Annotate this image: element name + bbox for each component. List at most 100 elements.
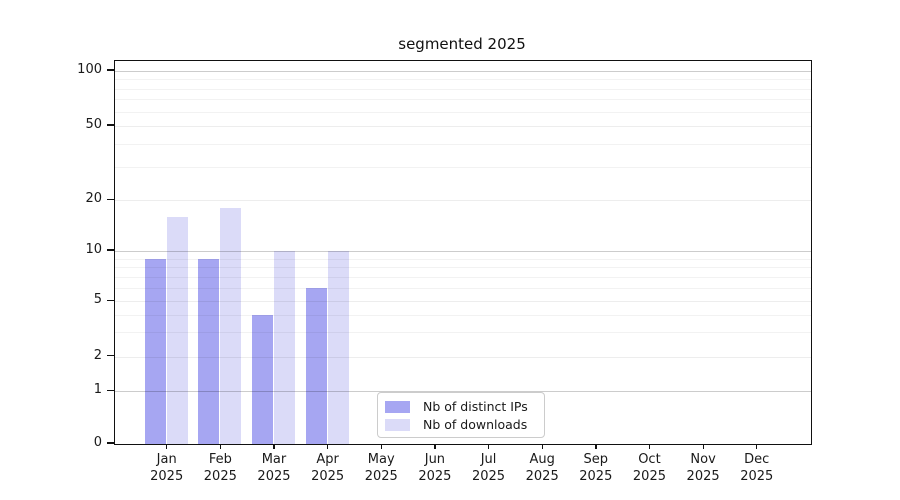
x-tick-month: Jul (480, 452, 497, 467)
x-tick-month: Apr (316, 452, 339, 467)
x-tick-year: 2025 (257, 469, 291, 484)
x-tick-label: Jan 2025 (135, 451, 199, 485)
bar-distinct-ips (144, 258, 166, 444)
x-tick-month: Nov (690, 452, 716, 467)
x-tick-mark (541, 444, 543, 449)
x-tick-month: Aug (529, 452, 555, 467)
y-gridline-minor (115, 332, 811, 334)
y-gridline (115, 200, 811, 202)
legend-swatch-distinct-ips (385, 400, 410, 413)
x-tick-mark (327, 444, 329, 449)
bar-downloads (220, 207, 242, 444)
y-gridline-minor (115, 314, 811, 316)
x-tick-mark (756, 444, 758, 449)
x-tick-label: Jun 2025 (403, 451, 467, 485)
y-tick-mark (107, 69, 114, 71)
y-tick-label: 100 (77, 61, 102, 77)
x-tick-label: Oct 2025 (617, 451, 681, 485)
y-gridline-minor (115, 88, 811, 90)
y-tick-label: 10 (85, 241, 102, 257)
legend-swatch-downloads (385, 418, 410, 431)
bar-downloads (327, 250, 349, 444)
chart-title: segmented 2025 (398, 35, 526, 53)
x-tick-month: Oct (638, 452, 661, 467)
x-tick-label: Nov 2025 (671, 451, 735, 485)
y-gridline (115, 301, 811, 303)
x-tick-label: Apr 2025 (296, 451, 360, 485)
y-tick-mark (107, 124, 114, 126)
y-gridline (115, 125, 811, 127)
y-gridline-minor (115, 79, 811, 81)
x-tick-label: May 2025 (349, 451, 413, 485)
y-gridline (115, 250, 811, 252)
x-tick-year: 2025 (150, 469, 184, 484)
x-tick-label: Jul 2025 (457, 451, 521, 485)
x-tick-year: 2025 (471, 469, 506, 484)
x-tick-year: 2025 (364, 469, 398, 484)
y-gridline-minor (115, 167, 811, 169)
y-gridline (115, 391, 811, 393)
plot-area (114, 60, 812, 445)
x-tick-year: 2025 (632, 469, 666, 484)
y-gridline (115, 70, 811, 72)
y-tick-label: 0 (93, 435, 102, 450)
y-gridline (115, 356, 811, 358)
x-tick-mark (702, 444, 704, 449)
x-tick-month: Sep (583, 452, 609, 467)
y-tick-mark (107, 198, 114, 200)
y-tick-label: 50 (85, 116, 102, 132)
x-tick-year: 2025 (311, 469, 345, 484)
y-tick-label: 5 (93, 292, 102, 308)
x-tick-label: Sep 2025 (564, 451, 628, 485)
legend-label-downloads: Nb of downloads (423, 417, 528, 432)
x-tick-year: 2025 (686, 469, 720, 484)
bar-downloads (166, 216, 188, 444)
x-tick-month: Feb (208, 452, 232, 467)
x-tick-year: 2025 (203, 469, 237, 484)
x-tick-label: Dec 2025 (725, 451, 789, 485)
x-tick-month: Dec (744, 452, 770, 467)
x-tick-mark (487, 444, 490, 449)
y-gridline-minor (115, 144, 811, 146)
bar-distinct-ips (305, 288, 327, 444)
x-tick-mark (380, 444, 382, 449)
legend-item-downloads: Nb of downloads (385, 416, 536, 433)
bar-downloads (273, 250, 295, 444)
y-tick-label: 20 (85, 191, 102, 207)
x-tick-year: 2025 (579, 469, 613, 484)
y-tick-mark (107, 299, 114, 301)
x-tick-month: Mar (261, 452, 287, 467)
bar-distinct-ips (198, 258, 220, 444)
y-tick-mark (107, 355, 114, 357)
x-tick-mark (648, 444, 651, 449)
y-gridline-minor (115, 288, 811, 290)
x-tick-label: Aug 2025 (510, 451, 574, 485)
x-tick-label: Mar 2025 (242, 451, 306, 485)
x-tick-year: 2025 (525, 469, 559, 484)
y-tick-label: 2 (93, 347, 102, 363)
x-tick-month: Jun (424, 452, 446, 467)
x-tick-month: Jan (156, 452, 177, 467)
y-tick-mark (107, 442, 114, 444)
legend-label-distinct-ips: Nb of distinct IPs (423, 399, 528, 414)
y-gridline-minor (115, 267, 811, 269)
y-gridline-minor (115, 99, 811, 101)
legend-item-distinct-ips: Nb of distinct IPs (385, 398, 536, 415)
x-tick-month: May (367, 452, 395, 467)
x-tick-mark (595, 444, 597, 449)
x-tick-mark (273, 444, 275, 449)
x-tick-mark (434, 444, 436, 449)
y-gridline-minor (115, 258, 811, 260)
y-tick-label: 1 (93, 382, 102, 398)
x-tick-year: 2025 (418, 469, 452, 484)
x-tick-label: Feb 2025 (188, 451, 252, 485)
y-gridline-minor (115, 276, 811, 278)
x-tick-year: 2025 (740, 469, 774, 484)
y-gridline-minor (115, 111, 811, 113)
y-tick-mark (107, 249, 114, 251)
x-tick-mark (166, 444, 168, 449)
y-tick-mark (107, 389, 114, 392)
x-tick-mark (219, 444, 222, 449)
legend: Nb of distinct IPs Nb of downloads (377, 392, 545, 438)
